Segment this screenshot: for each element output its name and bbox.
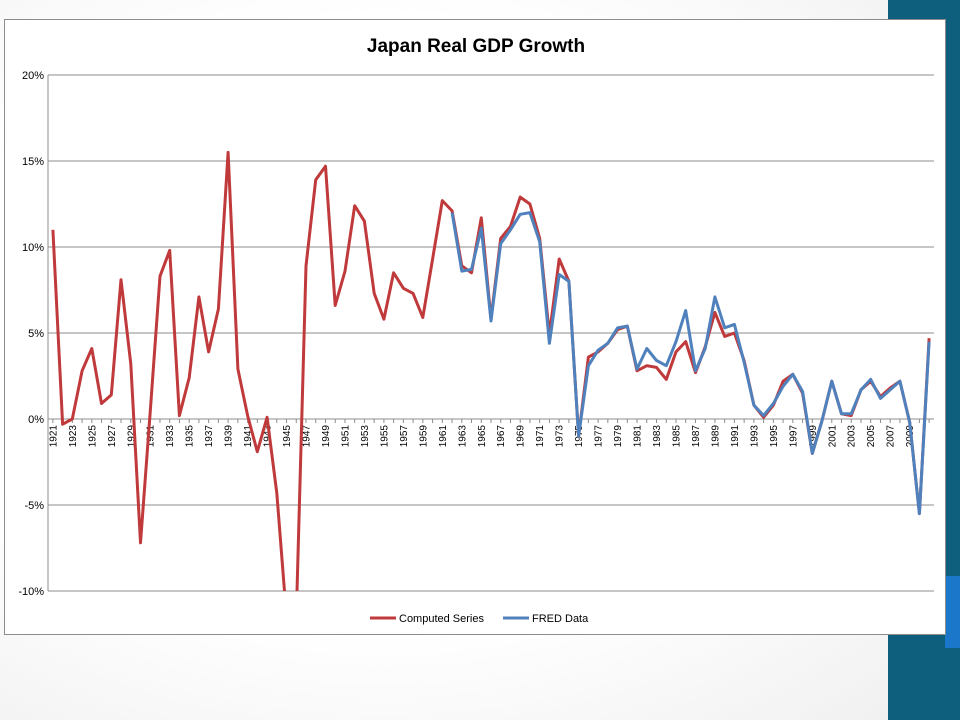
x-tick-label: 1967 xyxy=(496,425,507,448)
chart-frame: Japan Real GDP Growth 20% 15% 10% 5% 0% -5% -1… xyxy=(4,19,946,635)
x-tick-label: 1941 xyxy=(243,425,254,448)
x-tick-label: 1945 xyxy=(282,425,293,448)
x-tick-label: 1935 xyxy=(185,425,196,448)
y-tick-label: 5% xyxy=(28,328,44,340)
x-tick-label: 1927 xyxy=(107,425,118,448)
slide-side-accent xyxy=(945,576,960,648)
x-tick-label: 1959 xyxy=(418,425,429,448)
x-tick-label: 1995 xyxy=(769,425,780,448)
series-line-fred-data xyxy=(450,211,931,516)
x-tick-label: 1957 xyxy=(399,425,410,448)
legend: Computed Series FRED Data xyxy=(370,613,589,625)
gridlines xyxy=(47,74,934,592)
x-tick-label: 1991 xyxy=(730,425,741,448)
y-tick-label: 10% xyxy=(22,242,44,254)
x-tick-label: 1993 xyxy=(749,425,760,448)
x-tick-label: 2003 xyxy=(847,425,858,448)
x-axis-ticks: 1921 1923 1925 1927 1929 1931 1933 1935 1937 1939… xyxy=(48,419,930,448)
y-axis-ticks: 20% 15% 10% 5% 0% -5% -10% xyxy=(18,70,44,598)
x-tick-label: 1983 xyxy=(652,425,663,448)
x-tick-label: 1963 xyxy=(457,425,468,448)
x-tick-label: 1929 xyxy=(126,425,137,448)
x-tick-label: 1937 xyxy=(204,425,215,448)
x-tick-label: 1989 xyxy=(710,425,721,448)
x-tick-label: 1997 xyxy=(788,425,799,448)
x-tick-label: 1985 xyxy=(671,425,682,448)
y-tick-label: -5% xyxy=(24,500,44,512)
y-tick-label: 20% xyxy=(22,70,44,82)
x-tick-label: 1979 xyxy=(613,425,624,448)
x-tick-label: 1949 xyxy=(321,425,332,448)
x-tick-label: 1973 xyxy=(555,425,566,448)
x-tick-label: 1999 xyxy=(808,425,819,448)
x-tick-label: 1953 xyxy=(360,425,371,448)
series-lines xyxy=(51,150,931,591)
legend-label-computed-series: Computed Series xyxy=(399,613,484,625)
x-tick-label: 2005 xyxy=(866,425,877,448)
gdp-growth-chart: Japan Real GDP Growth 20% 15% 10% 5% 0% -5% -1… xyxy=(18,36,934,625)
x-tick-label: 1951 xyxy=(340,425,351,448)
x-tick-label: 1971 xyxy=(535,425,546,448)
x-tick-label: 1939 xyxy=(224,425,235,448)
legend-label-fred-data: FRED Data xyxy=(532,613,589,625)
x-tick-label: 1977 xyxy=(594,425,605,448)
x-tick-label: 2001 xyxy=(827,425,838,448)
x-tick-label: 1947 xyxy=(302,425,313,448)
x-tick-label: 1955 xyxy=(379,425,390,448)
x-tick-label: 1923 xyxy=(68,425,79,448)
y-tick-label: -10% xyxy=(18,586,44,598)
y-tick-label: 15% xyxy=(22,156,44,168)
x-tick-label: 1931 xyxy=(146,425,157,448)
x-tick-label: 1921 xyxy=(48,425,59,448)
x-tick-label: 1961 xyxy=(438,425,449,448)
chart-title: Japan Real GDP Growth xyxy=(367,36,585,57)
x-tick-label: 1969 xyxy=(516,425,527,448)
x-tick-label: 1981 xyxy=(633,425,644,448)
x-tick-label: 1987 xyxy=(691,425,702,448)
x-tick-label: 1925 xyxy=(87,425,98,448)
x-tick-label: 2007 xyxy=(886,425,897,448)
x-tick-label: 1965 xyxy=(477,425,488,448)
y-tick-label: 0% xyxy=(28,414,44,426)
x-tick-label: 1933 xyxy=(165,425,176,448)
